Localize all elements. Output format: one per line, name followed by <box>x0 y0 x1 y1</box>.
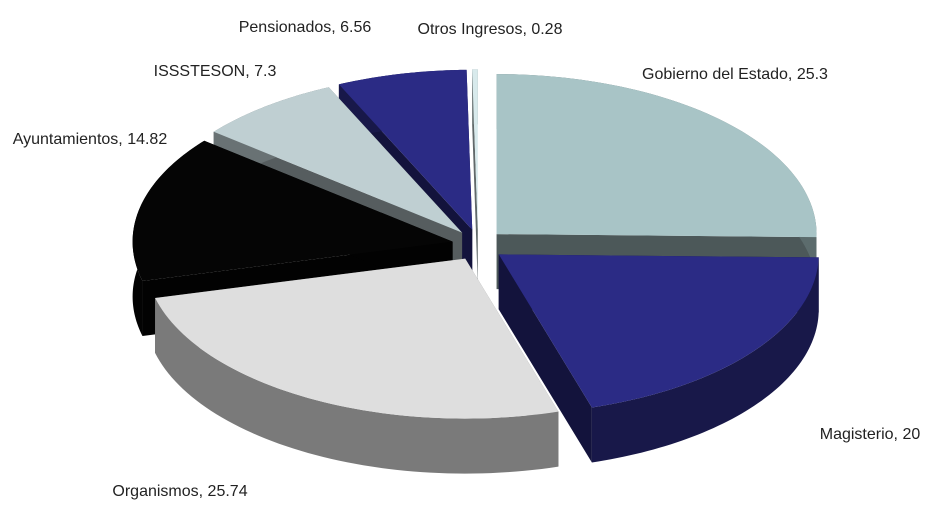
data-label: Magisterio, 20 <box>820 426 921 443</box>
slice <box>132 140 453 282</box>
data-label: Pensionados, 6.56 <box>239 19 372 36</box>
slice-side <box>155 297 559 474</box>
slice <box>155 258 559 419</box>
slice <box>213 87 463 233</box>
slice-wall <box>498 254 592 463</box>
data-label: Otros Ingresos, 0.28 <box>418 21 563 38</box>
data-label: Gobierno del Estado, 25.3 <box>642 66 828 83</box>
slice <box>472 69 478 230</box>
data-label: Ayuntamientos, 14.82 <box>13 131 168 148</box>
slice-side <box>591 257 819 463</box>
slice <box>498 254 819 408</box>
slice <box>496 74 817 238</box>
data-label: Organismos, 25.74 <box>112 483 247 500</box>
data-label: ISSSTESON, 7.3 <box>154 63 277 80</box>
slice <box>338 69 473 230</box>
